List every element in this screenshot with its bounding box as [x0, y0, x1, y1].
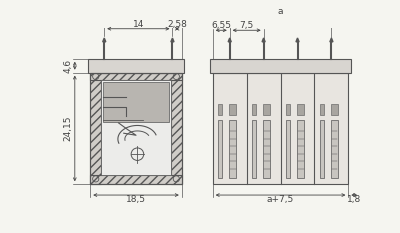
Bar	[90, 73, 182, 184]
Bar	[297, 104, 304, 115]
Bar	[331, 104, 338, 115]
Text: 1,8: 1,8	[347, 195, 361, 204]
Bar	[171, 73, 182, 184]
Bar	[297, 120, 304, 178]
Bar	[252, 120, 256, 178]
Bar	[286, 104, 290, 115]
Bar	[218, 104, 222, 115]
Text: a: a	[278, 7, 283, 16]
Bar	[331, 120, 338, 178]
Bar	[90, 73, 182, 80]
Bar	[263, 120, 270, 178]
Text: 18,5: 18,5	[126, 195, 146, 204]
Bar	[101, 80, 171, 175]
Bar	[88, 59, 184, 73]
Polygon shape	[171, 38, 174, 42]
Polygon shape	[228, 38, 231, 42]
Text: a+7,5: a+7,5	[267, 195, 294, 204]
Bar	[210, 59, 351, 73]
Bar	[218, 120, 222, 178]
Bar	[229, 104, 236, 115]
Bar	[103, 82, 169, 122]
Bar	[320, 104, 324, 115]
Bar	[263, 104, 270, 115]
Bar	[320, 120, 324, 178]
Bar	[252, 104, 256, 115]
Text: 6,55: 6,55	[211, 21, 231, 30]
Bar	[213, 73, 348, 184]
Bar	[286, 120, 290, 178]
Polygon shape	[262, 38, 265, 42]
Text: 2,58: 2,58	[167, 20, 187, 29]
Polygon shape	[330, 38, 333, 42]
Bar	[90, 175, 182, 184]
Text: 7,5: 7,5	[240, 21, 254, 30]
Text: 24,15: 24,15	[63, 116, 72, 141]
Text: 4,6: 4,6	[63, 59, 72, 73]
Bar	[90, 73, 101, 184]
Text: 14: 14	[133, 20, 144, 29]
Bar	[229, 120, 236, 178]
Polygon shape	[103, 38, 106, 42]
Polygon shape	[296, 38, 299, 42]
